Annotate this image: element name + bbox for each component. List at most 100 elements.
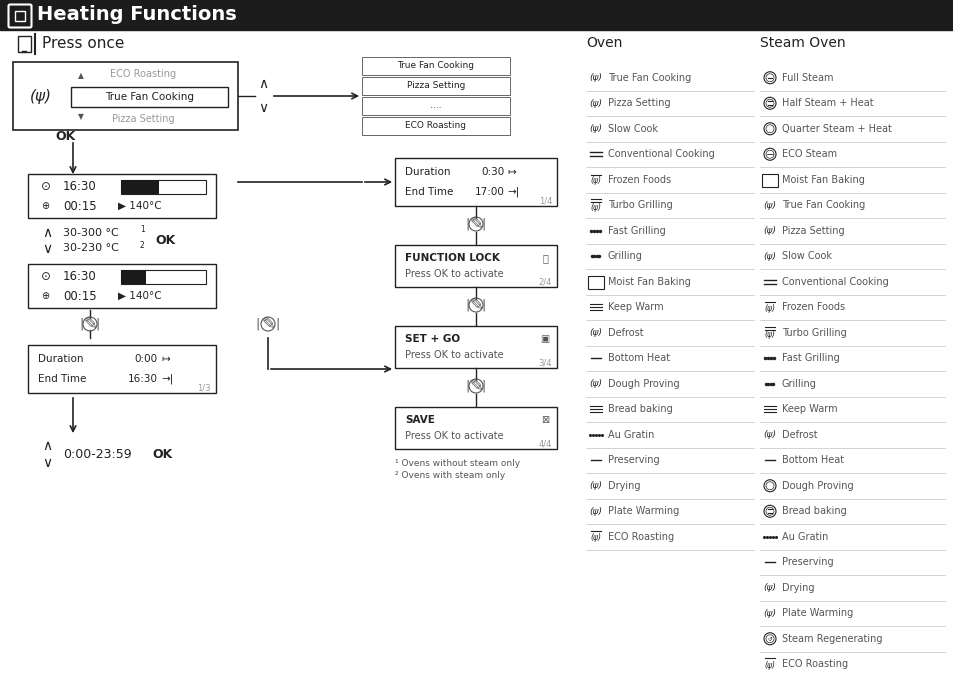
Text: (ψ): (ψ) (763, 176, 775, 185)
Bar (395, 158, 557, 206)
Text: (ψ): (ψ) (762, 226, 776, 236)
Text: (ψ): (ψ) (589, 125, 602, 133)
Text: ⊠: ⊠ (540, 415, 549, 425)
Text: Quarter Steam + Heat: Quarter Steam + Heat (781, 124, 891, 134)
Text: True Fan Cooking: True Fan Cooking (397, 61, 474, 71)
Text: (ψ): (ψ) (589, 328, 602, 337)
Text: OK: OK (154, 234, 175, 248)
Bar (587, 276, 603, 289)
Text: SET + GO: SET + GO (405, 334, 459, 344)
Text: Bottom Heat: Bottom Heat (607, 353, 669, 363)
Text: Keep Warm: Keep Warm (781, 404, 837, 415)
Text: ∧: ∧ (42, 439, 52, 453)
Text: Fast Grilling: Fast Grilling (781, 353, 839, 363)
Text: |: | (481, 217, 486, 230)
Text: Bread baking: Bread baking (607, 404, 672, 415)
Text: ▶ 140°C: ▶ 140°C (118, 201, 162, 211)
Text: Pizza Setting: Pizza Setting (112, 114, 174, 124)
Text: Moist Fan Baking: Moist Fan Baking (607, 277, 690, 287)
Text: Drying: Drying (607, 481, 639, 491)
Text: Slow Cook: Slow Cook (607, 124, 658, 134)
Text: 30-230 °C: 30-230 °C (63, 243, 119, 253)
Text: Oven: Oven (585, 36, 621, 50)
Text: ✎: ✎ (83, 315, 97, 333)
Text: Preserving: Preserving (781, 557, 833, 567)
Text: ⊕: ⊕ (41, 291, 49, 301)
Text: ▣: ▣ (539, 334, 549, 344)
Bar (395, 407, 557, 449)
Text: Full Steam: Full Steam (781, 73, 833, 83)
Bar (395, 245, 557, 287)
Text: (ψ): (ψ) (762, 583, 776, 592)
Bar (361, 77, 510, 95)
Text: |: | (465, 217, 470, 230)
Text: ECO Roasting: ECO Roasting (110, 69, 176, 79)
Text: ....: .... (430, 102, 441, 110)
Text: Pizza Setting: Pizza Setting (607, 98, 670, 108)
Bar (761, 174, 778, 186)
Text: ↺: ↺ (767, 636, 772, 641)
Text: |: | (465, 380, 470, 392)
Bar (361, 97, 510, 115)
Text: Fast Grilling: Fast Grilling (607, 225, 665, 236)
Text: ↦: ↦ (506, 167, 516, 177)
Bar (13, 62, 237, 130)
Text: ECO Roasting: ECO Roasting (607, 532, 674, 542)
Text: Plate Warming: Plate Warming (607, 506, 679, 516)
Text: ¹ Ovens without steam only: ¹ Ovens without steam only (395, 458, 519, 468)
Text: Plate Warming: Plate Warming (781, 608, 852, 618)
Bar (15, 11, 25, 21)
Text: ⊙: ⊙ (41, 180, 51, 192)
Text: →|: →| (506, 186, 518, 197)
Text: Steam Oven: Steam Oven (760, 36, 844, 50)
Text: ⊕: ⊕ (41, 201, 49, 211)
Text: |: | (481, 299, 486, 312)
Bar (18, 36, 30, 52)
Text: (ψ): (ψ) (762, 430, 776, 439)
Text: (ψ): (ψ) (590, 203, 601, 212)
Text: |: | (80, 318, 84, 330)
Text: Conventional Cooking: Conventional Cooking (781, 277, 888, 287)
Text: Press once: Press once (42, 36, 124, 50)
Bar (361, 117, 510, 135)
Text: (ψ): (ψ) (763, 304, 775, 313)
Bar (28, 174, 215, 218)
Text: Pizza Setting: Pizza Setting (406, 81, 465, 90)
Text: 4/4: 4/4 (538, 439, 552, 448)
Bar (0, 0, 953, 30)
Text: ECO Steam: ECO Steam (781, 149, 836, 160)
Text: (ψ): (ψ) (762, 252, 776, 260)
Text: Preserving: Preserving (607, 455, 659, 465)
Text: ∧: ∧ (257, 77, 268, 91)
Text: 1/4: 1/4 (538, 197, 552, 205)
Text: True Fan Cooking: True Fan Cooking (106, 92, 194, 102)
Text: Pizza Setting: Pizza Setting (781, 225, 843, 236)
Text: Duration: Duration (405, 167, 450, 177)
Text: Au Gratin: Au Gratin (607, 430, 654, 439)
Text: (ψ): (ψ) (589, 99, 602, 108)
Text: 0:00: 0:00 (134, 354, 158, 364)
Text: ECO Roasting: ECO Roasting (781, 660, 847, 669)
Bar (121, 180, 206, 194)
Bar (28, 264, 215, 308)
Text: 16:30: 16:30 (63, 180, 97, 192)
Text: Press OK to activate: Press OK to activate (405, 431, 503, 441)
Text: Turbo Grilling: Turbo Grilling (781, 328, 846, 338)
Text: (ψ): (ψ) (589, 380, 602, 388)
Bar (121, 270, 146, 284)
Text: ² Ovens with steam only: ² Ovens with steam only (395, 470, 505, 479)
Text: Drying: Drying (781, 583, 814, 593)
Text: 00:15: 00:15 (63, 289, 96, 302)
Text: Bread baking: Bread baking (781, 506, 846, 516)
Text: ▲: ▲ (78, 71, 84, 81)
Text: ∨: ∨ (42, 242, 52, 256)
Text: SAVE: SAVE (405, 415, 435, 425)
Text: Grilling: Grilling (607, 251, 642, 261)
Text: OK: OK (152, 448, 172, 462)
Text: 30-300 °C: 30-300 °C (63, 228, 118, 238)
Text: |: | (465, 299, 470, 312)
Text: ✎: ✎ (469, 296, 482, 314)
Text: |: | (255, 318, 260, 330)
Text: (ψ): (ψ) (590, 176, 601, 185)
Text: (ψ): (ψ) (763, 330, 775, 339)
